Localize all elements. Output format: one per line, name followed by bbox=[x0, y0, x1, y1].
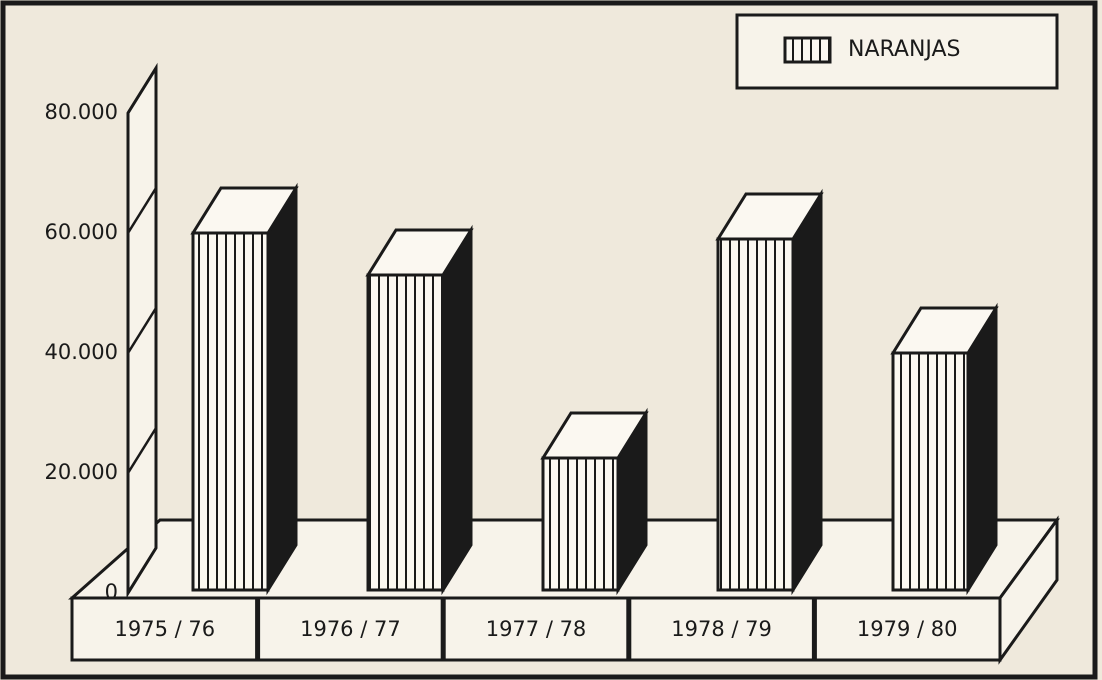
x-tick-label: 1979 / 80 bbox=[857, 617, 958, 641]
x-tick-label: 1978 / 79 bbox=[671, 617, 772, 641]
tick-rung bbox=[126, 547, 158, 594]
bar bbox=[191, 231, 270, 592]
bar bbox=[366, 273, 445, 592]
bar bbox=[541, 456, 620, 592]
bar-side bbox=[791, 188, 823, 596]
bar bbox=[716, 237, 795, 592]
bar bbox=[891, 351, 970, 592]
y-tick-label: 0 bbox=[105, 580, 118, 604]
y-tick-label: 60.000 bbox=[45, 220, 118, 244]
bar-side bbox=[266, 182, 298, 596]
x-tick-label: 1976 / 77 bbox=[300, 617, 401, 641]
x-tick-label: 1975 / 76 bbox=[115, 617, 216, 641]
y-tick-label: 40.000 bbox=[45, 340, 118, 364]
y-tick-label: 80.000 bbox=[45, 100, 118, 124]
tick-rung bbox=[126, 67, 158, 114]
bar-side bbox=[441, 224, 473, 596]
y-tick-label: 20.000 bbox=[45, 460, 118, 484]
bar-side bbox=[966, 302, 998, 596]
tick-rung bbox=[126, 187, 158, 234]
legend-swatch bbox=[783, 36, 832, 64]
category-strip bbox=[70, 596, 1002, 662]
x-tick-label: 1977 / 78 bbox=[486, 617, 587, 641]
tick-rung bbox=[126, 427, 158, 474]
tick-rung bbox=[126, 307, 158, 354]
legend-label: NARANJAS bbox=[848, 37, 961, 62]
